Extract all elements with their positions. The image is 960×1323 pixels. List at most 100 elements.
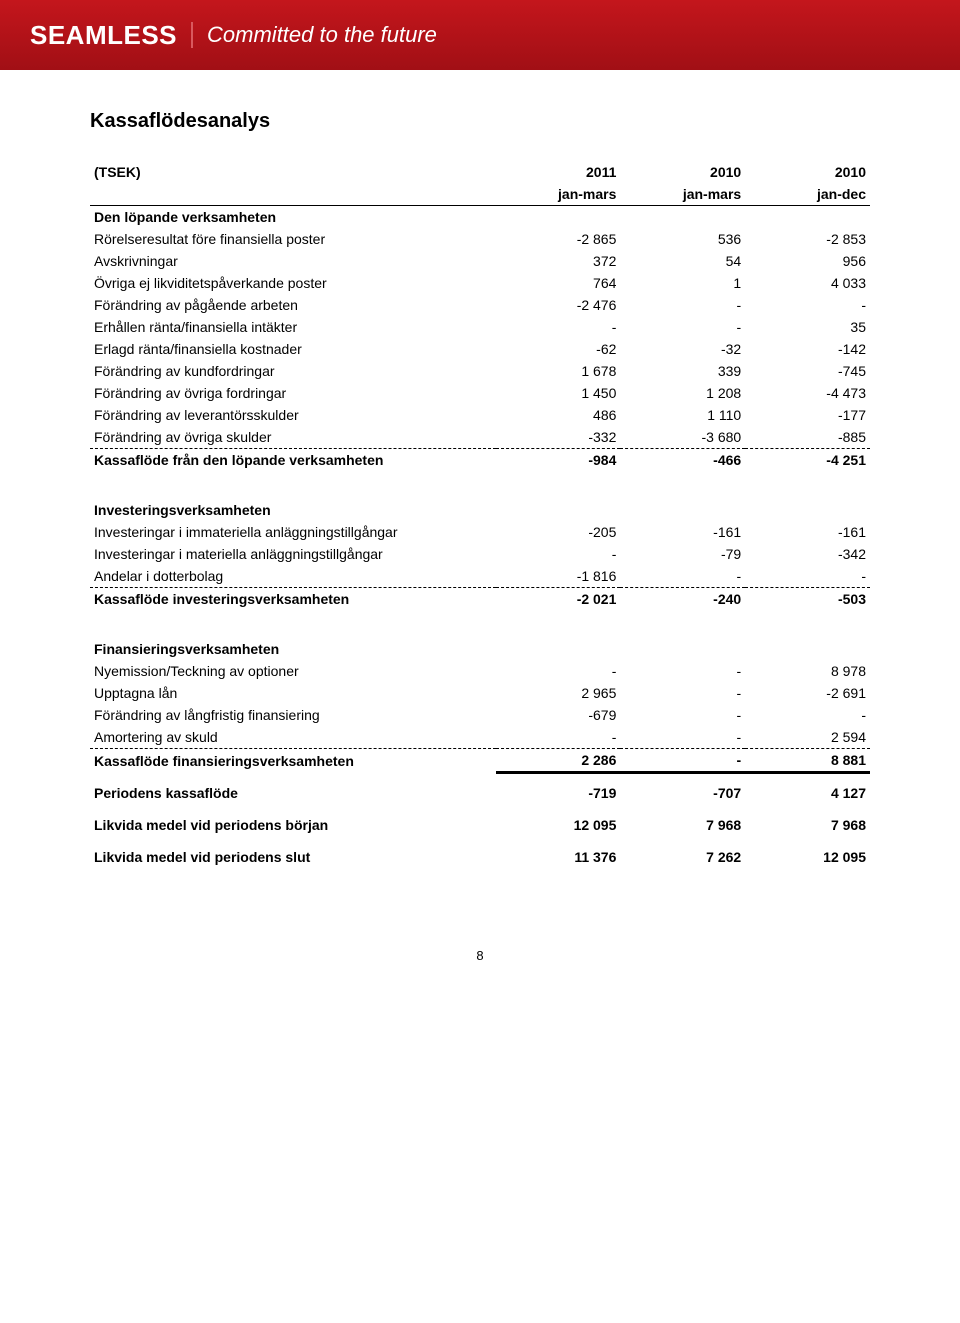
row-value: -745	[745, 360, 870, 382]
table-row: Amortering av skuld--2 594	[90, 726, 870, 749]
row-value: -161	[620, 521, 745, 543]
row-value: -679	[496, 704, 621, 726]
section-heading-inv: Investeringsverksamheten	[90, 499, 870, 521]
row-value: -79	[620, 543, 745, 565]
row-label: Investeringar i materiella anläggningsti…	[90, 543, 496, 565]
table-row: Rörelseresultat före finansiella poster-…	[90, 228, 870, 250]
row-value: -	[745, 704, 870, 726]
row-label: Förändring av pågående arbeten	[90, 294, 496, 316]
row-value: 339	[620, 360, 745, 382]
row-value: 2 594	[745, 726, 870, 749]
page-number: 8	[90, 948, 870, 963]
row-value: 536	[620, 228, 745, 250]
row-value: 1 208	[620, 382, 745, 404]
page-title: Kassaflödesanalys	[90, 110, 870, 133]
row-label: Erlagd ränta/finansiella kostnader	[90, 338, 496, 360]
table-row: Förändring av övriga fordringar1 4501 20…	[90, 382, 870, 404]
row-label: Rörelseresultat före finansiella poster	[90, 228, 496, 250]
tagline: Committed to the future	[207, 22, 437, 48]
row-value: -142	[745, 338, 870, 360]
row-value: 764	[496, 272, 621, 294]
row-value: -	[620, 294, 745, 316]
table-row: Förändring av kundfordringar1 678339-745	[90, 360, 870, 382]
row-value: 1 678	[496, 360, 621, 382]
col-year-0: 2011	[496, 161, 621, 183]
row-value: -342	[745, 543, 870, 565]
table-row: Förändring av pågående arbeten-2 476--	[90, 294, 870, 316]
row-value: 372	[496, 250, 621, 272]
row-value: -205	[496, 521, 621, 543]
op-rows: Rörelseresultat före finansiella poster-…	[90, 228, 870, 449]
footer-row-2: Likvida medel vid periodens slut 11 376 …	[90, 846, 870, 868]
page-body: Kassaflödesanalys (TSEK) 2011 2010 2010 …	[0, 70, 960, 1003]
row-value: -	[620, 565, 745, 588]
row-value: -177	[745, 404, 870, 426]
row-value: 486	[496, 404, 621, 426]
table-row: Erlagd ränta/finansiella kostnader-62-32…	[90, 338, 870, 360]
row-value: 1 110	[620, 404, 745, 426]
row-label: Upptagna lån	[90, 682, 496, 704]
footer-row-1: Likvida medel vid periodens början 12 09…	[90, 814, 870, 836]
row-value: -2 476	[496, 294, 621, 316]
table-row: Avskrivningar37254956	[90, 250, 870, 272]
row-label: Förändring av kundfordringar	[90, 360, 496, 382]
table-row: Övriga ej likviditetspåverkande poster76…	[90, 272, 870, 294]
row-value: -	[620, 316, 745, 338]
table-row: Förändring av övriga skulder-332-3 680-8…	[90, 426, 870, 449]
row-value: 1 450	[496, 382, 621, 404]
row-label: Förändring av långfristig finansiering	[90, 704, 496, 726]
row-label: Amortering av skuld	[90, 726, 496, 749]
row-label: Andelar i dotterbolag	[90, 565, 496, 588]
table-row: Nyemission/Teckning av optioner--8 978	[90, 660, 870, 682]
cashflow-table: (TSEK) 2011 2010 2010 jan-mars jan-mars …	[90, 161, 870, 868]
row-label: Avskrivningar	[90, 250, 496, 272]
row-label: Förändring av leverantörsskulder	[90, 404, 496, 426]
row-value: -62	[496, 338, 621, 360]
row-value: 8 978	[745, 660, 870, 682]
table-header-periods: jan-mars jan-mars jan-dec	[90, 183, 870, 206]
unit-label: (TSEK)	[90, 161, 496, 183]
row-value: -2 691	[745, 682, 870, 704]
logo-separator	[191, 22, 193, 48]
row-label: Övriga ej likviditetspåverkande poster	[90, 272, 496, 294]
table-row: Förändring av leverantörsskulder4861 110…	[90, 404, 870, 426]
footer-row-0: Periodens kassaflöde -719 -707 4 127	[90, 782, 870, 804]
row-value: -	[496, 316, 621, 338]
row-value: -	[745, 565, 870, 588]
table-row: Förändring av långfristig finansiering-6…	[90, 704, 870, 726]
row-value: -	[620, 726, 745, 749]
row-value: -	[496, 660, 621, 682]
row-value: -	[496, 543, 621, 565]
row-value: -	[745, 294, 870, 316]
row-value: -	[620, 660, 745, 682]
row-value: -2 865	[496, 228, 621, 250]
section-heading-op: Den löpande verksamheten	[90, 206, 870, 229]
row-label: Investeringar i immateriella anläggnings…	[90, 521, 496, 543]
row-label: Erhållen ränta/finansiella intäkter	[90, 316, 496, 338]
row-label: Förändring av övriga fordringar	[90, 382, 496, 404]
row-value: 35	[745, 316, 870, 338]
row-label: Förändring av övriga skulder	[90, 426, 496, 449]
row-value: 54	[620, 250, 745, 272]
col-period-2: jan-dec	[745, 183, 870, 206]
table-row: Investeringar i immateriella anläggnings…	[90, 521, 870, 543]
inv-subtotal: Kassaflöde investeringsverksamheten -2 0…	[90, 588, 870, 611]
col-period-0: jan-mars	[496, 183, 621, 206]
row-value: -332	[496, 426, 621, 449]
col-period-1: jan-mars	[620, 183, 745, 206]
section-heading-fin: Finansieringsverksamheten	[90, 638, 870, 660]
row-value: -885	[745, 426, 870, 449]
table-row: Upptagna lån2 965--2 691	[90, 682, 870, 704]
col-year-2: 2010	[745, 161, 870, 183]
table-row: Investeringar i materiella anläggningsti…	[90, 543, 870, 565]
row-value: 4 033	[745, 272, 870, 294]
row-value: -	[620, 682, 745, 704]
row-value: -161	[745, 521, 870, 543]
row-value: -4 473	[745, 382, 870, 404]
row-value: 2 965	[496, 682, 621, 704]
row-value: -32	[620, 338, 745, 360]
op-subtotal: Kassaflöde från den löpande verksamheten…	[90, 449, 870, 472]
logo-text: SEAMLESS	[30, 20, 177, 51]
table-row: Andelar i dotterbolag-1 816--	[90, 565, 870, 588]
row-value: -3 680	[620, 426, 745, 449]
